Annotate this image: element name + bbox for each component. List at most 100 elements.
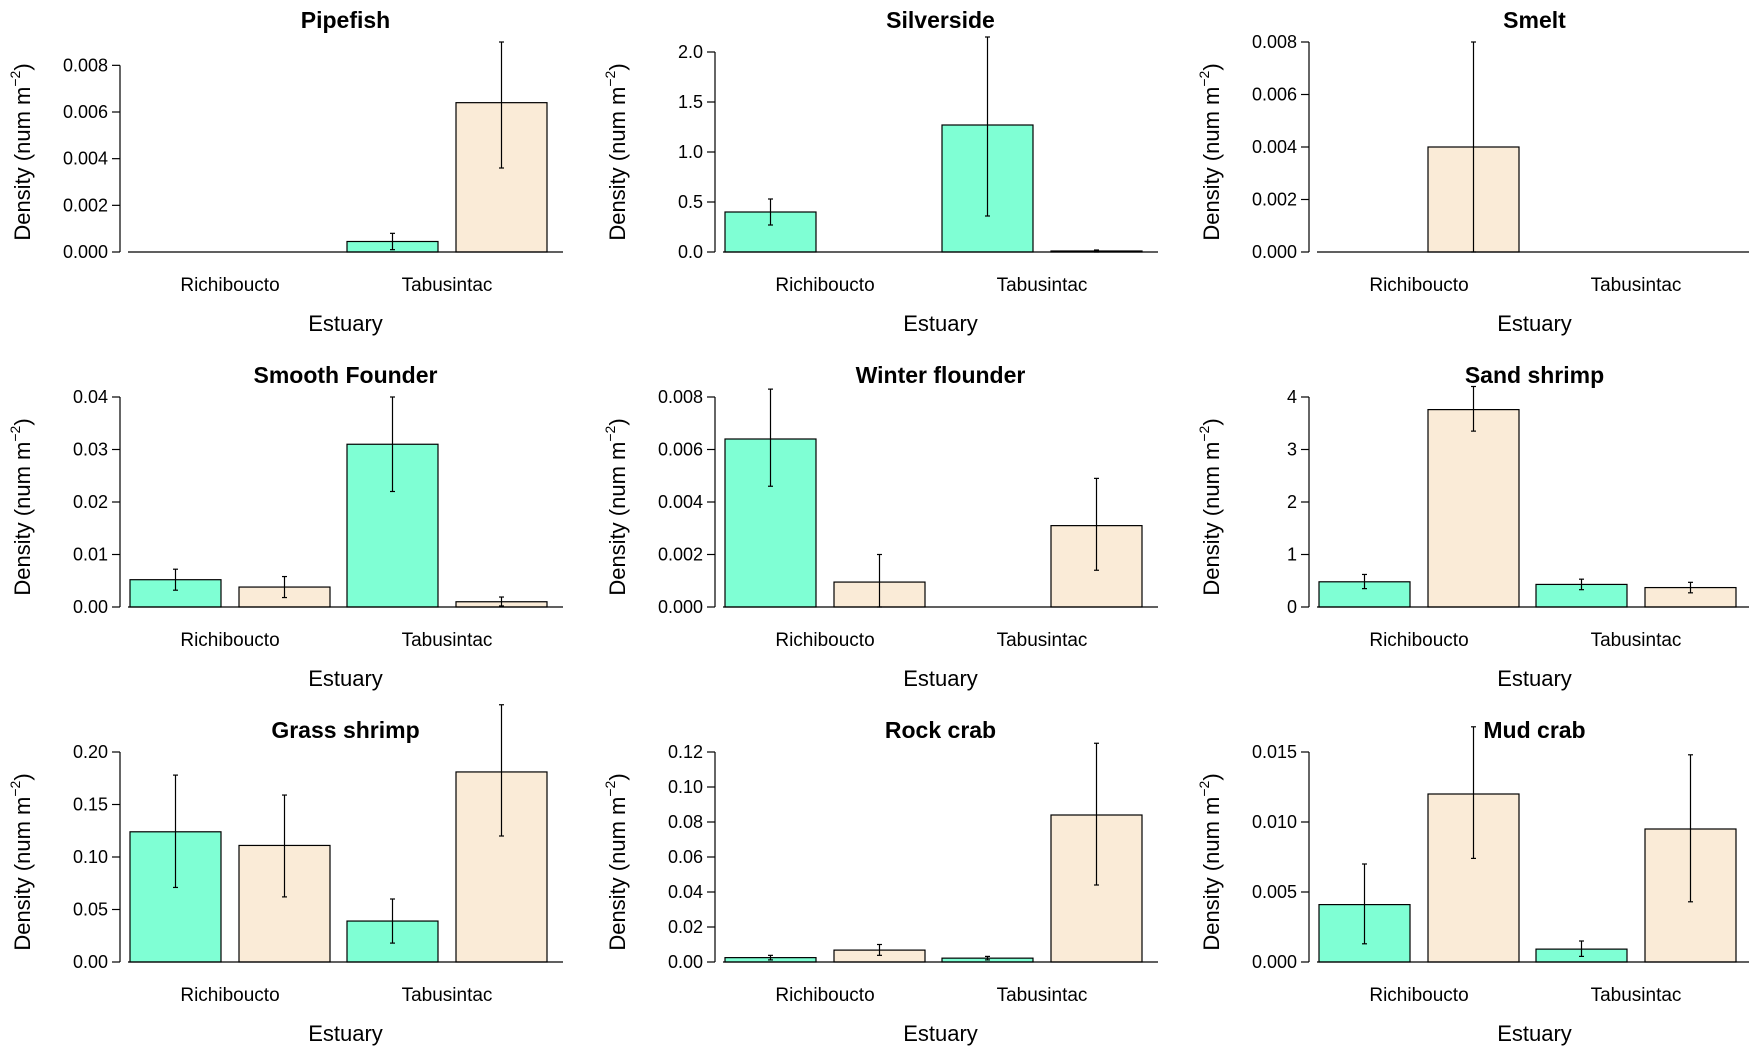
x-axis-title: Estuary	[308, 1021, 383, 1046]
x-category-label: Richiboucto	[180, 630, 279, 651]
chart-panel: Mud crab 0.000 0.005 0.010 0.015 Richiboucto T…	[1196, 717, 1749, 1046]
chart-panel: Winter flounder 0.000 0.002 0.004 0.006 0.008…	[602, 362, 1158, 691]
y-tick-label: 1.0	[678, 142, 703, 162]
y-tick-label: 0.10	[668, 777, 703, 797]
y-axis-title-text: Density (num m	[10, 442, 35, 596]
y-tick-label: 1	[1287, 545, 1297, 565]
y-axis-title-superscript: −2	[1196, 425, 1212, 441]
y-axis-title: Density (num m−2)	[7, 418, 35, 595]
y-tick-label: 0.03	[73, 440, 108, 460]
y-tick-label: 0.006	[658, 440, 703, 460]
y-tick-label: 0.002	[658, 545, 703, 565]
y-axis-title-superscript: −2	[7, 425, 23, 441]
y-tick-label: 0.000	[1252, 242, 1297, 262]
y-tick-label: 0.002	[63, 195, 108, 215]
y-axis-title-close: )	[605, 773, 630, 780]
y-axis-title: Density (num m−2)	[1196, 418, 1224, 595]
y-tick-label: 0.000	[658, 597, 703, 617]
x-axis-title: Estuary	[308, 666, 383, 691]
y-axis-title-close: )	[1199, 773, 1224, 780]
y-axis-title-close: )	[10, 63, 35, 70]
y-tick-label: 0.008	[658, 387, 703, 407]
chart-title: Rock crab	[885, 717, 996, 743]
y-axis-title-close: )	[10, 773, 35, 780]
x-category-label: Tabusintac	[997, 275, 1088, 296]
y-axis-title-close: )	[1199, 63, 1224, 70]
y-tick-label: 0.002	[1252, 190, 1297, 210]
y-axis-title-close: )	[10, 418, 35, 425]
y-axis-title-text: Density (num m	[10, 797, 35, 951]
y-tick-label: 0.006	[63, 102, 108, 122]
chart-title: Grass shrimp	[271, 717, 419, 743]
y-tick-label: 0.06	[668, 847, 703, 867]
x-axis-title: Estuary	[1497, 666, 1572, 691]
x-category-label: Richiboucto	[1369, 275, 1468, 296]
y-tick-label: 0.015	[1252, 742, 1297, 762]
y-axis-title-superscript: −2	[602, 780, 618, 796]
y-tick-label: 0.008	[1252, 32, 1297, 52]
x-category-label: Tabusintac	[402, 275, 493, 296]
y-axis-title-superscript: −2	[602, 70, 618, 86]
y-axis-title-text: Density (num m	[605, 797, 630, 951]
y-axis-title-close: )	[605, 63, 630, 70]
y-tick-label: 0.02	[668, 917, 703, 937]
y-tick-label: 0.20	[73, 742, 108, 762]
chart-title: Silverside	[886, 7, 995, 33]
x-axis-title: Estuary	[1497, 1021, 1572, 1046]
x-category-label: Tabusintac	[402, 985, 493, 1006]
chart-panel: Smelt 0.000 0.002 0.004 0.006 0.008 Richibouct…	[1196, 7, 1749, 336]
y-axis-title-superscript: −2	[7, 70, 23, 86]
x-category-label: Richiboucto	[180, 275, 279, 296]
y-axis-title: Density (num m−2)	[602, 418, 630, 595]
y-tick-label: 0.000	[63, 242, 108, 262]
y-axis-title-close: )	[605, 418, 630, 425]
y-tick-label: 0.006	[1252, 85, 1297, 105]
y-axis-title-text: Density (num m	[1199, 87, 1224, 241]
y-tick-label: 0.004	[63, 149, 108, 169]
y-axis-title-text: Density (num m	[605, 442, 630, 596]
chart-title: Pipefish	[301, 7, 390, 33]
x-category-label: Tabusintac	[402, 630, 493, 651]
x-category-label: Richiboucto	[1369, 985, 1468, 1006]
y-tick-label: 1.5	[678, 92, 703, 112]
x-category-label: Richiboucto	[775, 630, 874, 651]
y-axis-title: Density (num m−2)	[602, 63, 630, 240]
y-axis-title-superscript: −2	[602, 425, 618, 441]
y-tick-label: 0.10	[73, 847, 108, 867]
y-axis-title-superscript: −2	[1196, 70, 1212, 86]
x-axis-title: Estuary	[1497, 311, 1572, 336]
y-tick-label: 0.004	[1252, 137, 1297, 157]
x-category-label: Tabusintac	[1591, 985, 1682, 1006]
x-category-label: Richiboucto	[775, 275, 874, 296]
y-tick-label: 0.02	[73, 492, 108, 512]
y-tick-label: 0.01	[73, 545, 108, 565]
y-tick-label: 0.005	[1252, 882, 1297, 902]
y-tick-label: 0.08	[668, 812, 703, 832]
y-tick-label: 0.04	[668, 882, 703, 902]
y-axis-title-text: Density (num m	[605, 87, 630, 241]
x-category-label: Tabusintac	[997, 630, 1088, 651]
y-tick-label: 3	[1287, 440, 1297, 460]
x-axis-title: Estuary	[903, 311, 978, 336]
y-axis-title-text: Density (num m	[1199, 442, 1224, 596]
y-tick-label: 0.00	[73, 952, 108, 972]
x-category-label: Tabusintac	[1591, 630, 1682, 651]
y-axis-title: Density (num m−2)	[1196, 773, 1224, 950]
chart-panel: Silverside 0.0 0.5 1.0 1.5 2.0 Richiboucto Tabu…	[602, 7, 1158, 336]
chart-title: Smelt	[1503, 7, 1566, 33]
bar	[1427, 409, 1520, 608]
y-tick-label: 0.04	[73, 387, 108, 407]
chart-title: Mud crab	[1483, 717, 1585, 743]
y-axis-title: Density (num m−2)	[7, 63, 35, 240]
y-axis-title-superscript: −2	[7, 780, 23, 796]
y-tick-label: 0.010	[1252, 812, 1297, 832]
y-axis-title: Density (num m−2)	[602, 773, 630, 950]
y-tick-label: 0.008	[63, 55, 108, 75]
x-axis-title: Estuary	[308, 311, 383, 336]
y-tick-label: 0.0	[678, 242, 703, 262]
x-category-label: Richiboucto	[775, 985, 874, 1006]
y-tick-label: 0.00	[668, 952, 703, 972]
y-tick-label: 2.0	[678, 42, 703, 62]
x-axis-title: Estuary	[903, 666, 978, 691]
